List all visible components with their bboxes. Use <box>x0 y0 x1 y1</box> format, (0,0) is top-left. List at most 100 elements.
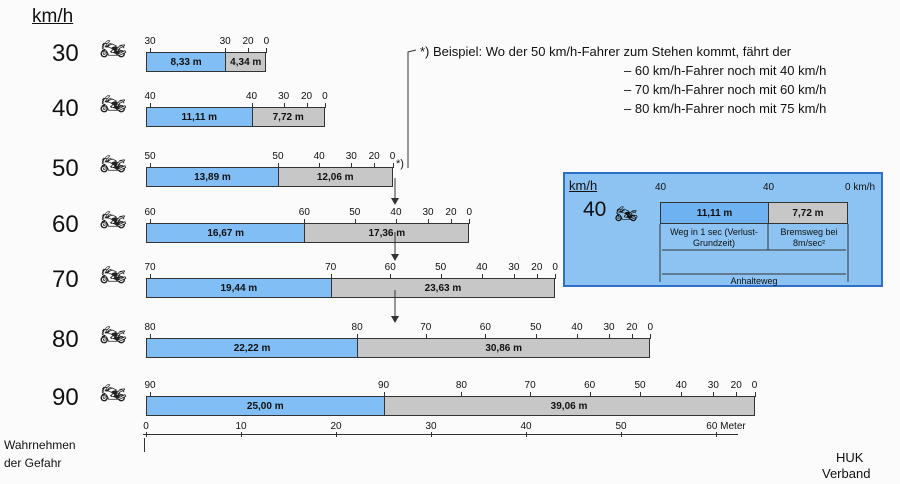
speed-tick-mark <box>150 48 151 53</box>
motorcycle-icon: 🏍 <box>100 93 127 116</box>
speed-tick-label: 20 <box>445 207 457 218</box>
speed-tick-mark <box>450 219 452 224</box>
speed-tick-mark <box>150 274 151 279</box>
speed-tick-label: 0 <box>263 36 270 47</box>
speed-tick-mark <box>354 219 356 224</box>
speed-tick-label: 30 <box>345 151 357 162</box>
distance-tick-label: 20 <box>330 421 342 432</box>
speed-tick-label: 50 <box>530 322 542 333</box>
speed-tick-label: 0 <box>466 207 473 218</box>
speed-tick-label: 70 <box>524 380 536 391</box>
braking-segment: 7,72 m <box>252 108 324 126</box>
speed-tick-mark <box>374 163 376 168</box>
distance-tick-mark <box>146 432 147 437</box>
speed-tick-mark <box>150 334 151 339</box>
speed-tick-label: 90 <box>144 380 156 391</box>
distance-axis <box>143 434 738 435</box>
motorcycle-icon: 🏍 <box>100 153 127 176</box>
speed-tick-mark <box>713 392 715 397</box>
speed-tick-mark <box>576 334 578 339</box>
speed-tick-mark <box>324 103 326 108</box>
source-line-1: HUK <box>836 450 864 465</box>
inset-total-caption: Anhalteweg <box>730 276 778 286</box>
braking-segment: 12,06 m <box>278 168 392 186</box>
speed-tick-mark <box>461 392 463 397</box>
speed-tick-label: 0 <box>751 380 758 391</box>
speed-tick-label: 40 <box>675 380 687 391</box>
inset-bar: 11,11 m 7,72 m <box>660 202 848 224</box>
speed-tick-mark <box>150 392 151 397</box>
reaction-segment: 25,00 m <box>147 397 385 415</box>
stopping-bar-30: 8,33 m 4,34 m <box>146 52 267 72</box>
speed-tick-mark <box>277 163 279 168</box>
inset-tick-right: 0 km/h <box>845 182 876 193</box>
speed-tick-mark <box>589 392 591 397</box>
note-line-1: *) Beispiel: Wo der 50 km/h-Fahrer zum S… <box>420 44 792 59</box>
speed-tick-mark <box>425 334 427 339</box>
stopping-bar-50: 13,89 m 12,06 m <box>146 167 393 187</box>
distance-tick-mark <box>621 432 622 437</box>
inset-braking-caption: Bremsweg bei 8m/sec² <box>780 227 838 248</box>
distance-tick-mark <box>336 432 337 437</box>
speed-tick-mark <box>681 392 683 397</box>
speed-tick-mark <box>650 334 652 339</box>
reaction-segment: 11,11 m <box>147 108 253 126</box>
speed-tick-mark <box>754 392 756 397</box>
note-line-2: – 60 km/h-Fahrer noch mit 40 km/h <box>624 63 827 78</box>
stopping-bar-90: 25,00 m 39,06 m <box>146 396 755 416</box>
speed-tick-label: 0 <box>647 322 654 333</box>
speed-tick-label: 30 <box>422 207 434 218</box>
distance-tick-mark <box>716 432 717 437</box>
speed-tick-mark <box>304 219 306 224</box>
row-speed-40: 40 <box>52 95 79 122</box>
speed-tick-label: 50 <box>144 151 156 162</box>
distance-tick-label: 30 <box>425 421 437 432</box>
row-speed-50: 50 <box>52 155 79 182</box>
speed-tick-mark <box>330 274 332 279</box>
stopping-bar-60: 16,67 m 17,36 m <box>146 223 470 243</box>
distance-tick-label: 0 <box>143 421 149 432</box>
reaction-segment: 16,67 m <box>147 224 306 242</box>
speed-tick-mark <box>640 392 642 397</box>
row-speed-90: 90 <box>52 384 79 411</box>
speed-tick-mark <box>390 274 392 279</box>
speed-tick-mark <box>150 219 151 224</box>
speed-tick-mark <box>351 163 353 168</box>
speed-tick-mark <box>395 219 397 224</box>
inset-unit: km/h <box>569 178 598 193</box>
speed-tick-mark <box>225 48 227 53</box>
speed-tick-mark <box>631 334 633 339</box>
speed-tick-label: 0 <box>322 91 328 102</box>
speed-tick-mark <box>150 103 151 108</box>
distance-tick-mark <box>526 432 527 437</box>
speed-tick-mark <box>306 103 308 108</box>
speed-tick-mark <box>392 163 394 168</box>
distance-tick-label: 40 <box>520 421 532 432</box>
speed-tick-mark <box>530 392 532 397</box>
motorcycle-icon: 🏍 <box>100 38 127 61</box>
speed-tick-mark <box>150 163 151 168</box>
speed-tick-label: 50 <box>349 207 361 218</box>
motorcycle-icon: 🏍 <box>100 264 127 287</box>
stopping-bar-80: 22,22 m 30,86 m <box>146 338 651 358</box>
distance-tick-label: 50 <box>615 421 627 432</box>
speed-tick-mark <box>535 334 537 339</box>
distance-tick-label: 60 Meter <box>706 421 746 432</box>
speed-tick-label: 60 <box>479 322 491 333</box>
speed-tick-mark <box>485 334 487 339</box>
stopping-bar-40: 11,11 m 7,72 m <box>146 107 325 127</box>
speed-tick-mark <box>251 103 253 108</box>
axis-caption-1: Wahrnehmen <box>4 438 76 452</box>
speed-tick-label: 30 <box>219 36 231 47</box>
speed-tick-label: 70 <box>144 262 156 273</box>
speed-tick-label: 0 <box>552 262 558 273</box>
speed-tick-label: 40 <box>476 262 488 273</box>
speed-tick-label: 40 <box>313 151 325 162</box>
speed-tick-label: 50 <box>634 380 646 391</box>
speed-tick-label: 40 <box>245 91 258 102</box>
braking-segment: 23,63 m <box>331 279 555 297</box>
speed-tick-label: 30 <box>144 36 156 47</box>
speed-tick-label: 80 <box>144 322 156 333</box>
braking-segment: 17,36 m <box>305 224 469 242</box>
